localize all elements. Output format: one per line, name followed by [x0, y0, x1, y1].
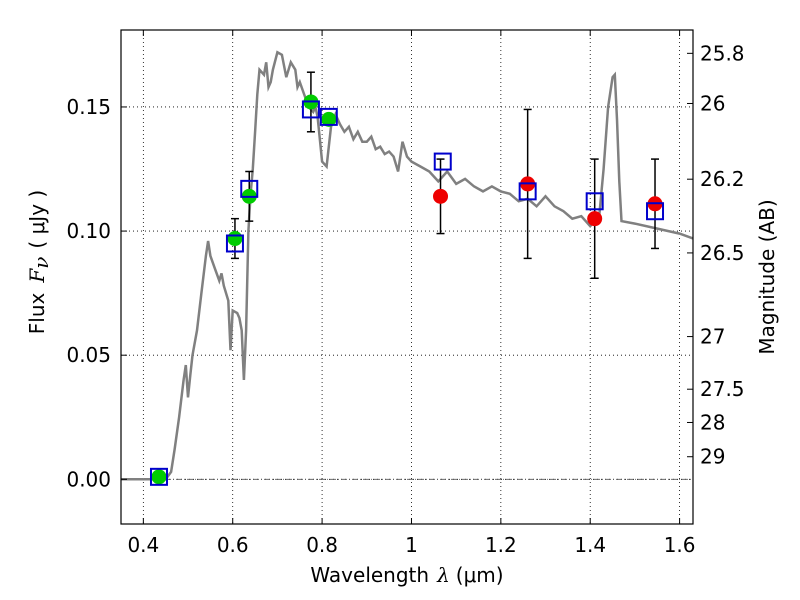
- model-square: [646, 202, 665, 221]
- y-axis-label-unit: ( μJy ): [25, 190, 49, 249]
- data-point: [321, 111, 337, 127]
- model-square: [225, 234, 244, 253]
- magnitude-tick-label: 25.8: [700, 41, 745, 65]
- model-square: [433, 152, 452, 171]
- x-tick-label: 1: [405, 533, 418, 557]
- data-point: [587, 211, 603, 227]
- x-axis-label-symbol: λ: [436, 563, 450, 587]
- model-square: [319, 107, 338, 126]
- magnitude-tick-label: 27.5: [700, 377, 745, 401]
- magnitude-tick-label: 28: [700, 410, 725, 434]
- x-tick-label: 0.8: [306, 533, 338, 557]
- plot-frame: [120, 29, 694, 525]
- model-photometry: [149, 100, 665, 486]
- axis-ticks: 0.4 0.6 0.8 1 1.2 1.4 1.6 0.00 0.05 0.10 0.15 25.8 2…: [66, 30, 745, 557]
- y-axis-label-symbol: F: [25, 268, 49, 284]
- x-axis-label: Wavelength λ (μm): [310, 563, 503, 587]
- magnitude-tick-label: 26.5: [700, 241, 745, 265]
- grid: [121, 30, 693, 524]
- y-tick-label: 0.05: [66, 343, 111, 367]
- data-point: [227, 231, 243, 247]
- x-tick-label: 0.6: [217, 533, 249, 557]
- data-points: [151, 94, 663, 485]
- model-square: [301, 100, 320, 119]
- x-tick-label: 0.4: [127, 533, 159, 557]
- y-axis-label-main: Flux: [25, 292, 49, 334]
- y-tick-label: 0.00: [66, 467, 111, 491]
- model-square: [518, 182, 537, 201]
- y-axis-label: Flux Fν ( μJy ): [25, 190, 53, 334]
- magnitude-tick-label: 26: [700, 91, 725, 115]
- x-tick-label: 1.6: [664, 533, 696, 557]
- magnitude-tick-label: 29: [700, 445, 725, 469]
- y-tick-label: 0.10: [66, 219, 111, 243]
- model-square: [585, 192, 604, 211]
- plot-area: [121, 50, 693, 486]
- y-tick-label: 0.15: [66, 95, 111, 119]
- x-tick-label: 1.4: [574, 533, 606, 557]
- data-point: [151, 469, 167, 485]
- x-tick-label: 1.2: [485, 533, 517, 557]
- magnitude-axis-label: Magnitude (AB): [755, 199, 779, 354]
- x-axis-label-main: Wavelength: [310, 563, 429, 587]
- model-square: [149, 467, 168, 486]
- data-point: [433, 188, 449, 204]
- x-axis-label-unit: (μm): [456, 563, 504, 587]
- model-square: [240, 179, 259, 198]
- y-axis-label-subscript: ν: [29, 257, 53, 269]
- magnitude-tick-label: 26.2: [700, 167, 745, 191]
- model-spectrum-line: [121, 50, 693, 481]
- magnitude-tick-label: 27: [700, 325, 725, 349]
